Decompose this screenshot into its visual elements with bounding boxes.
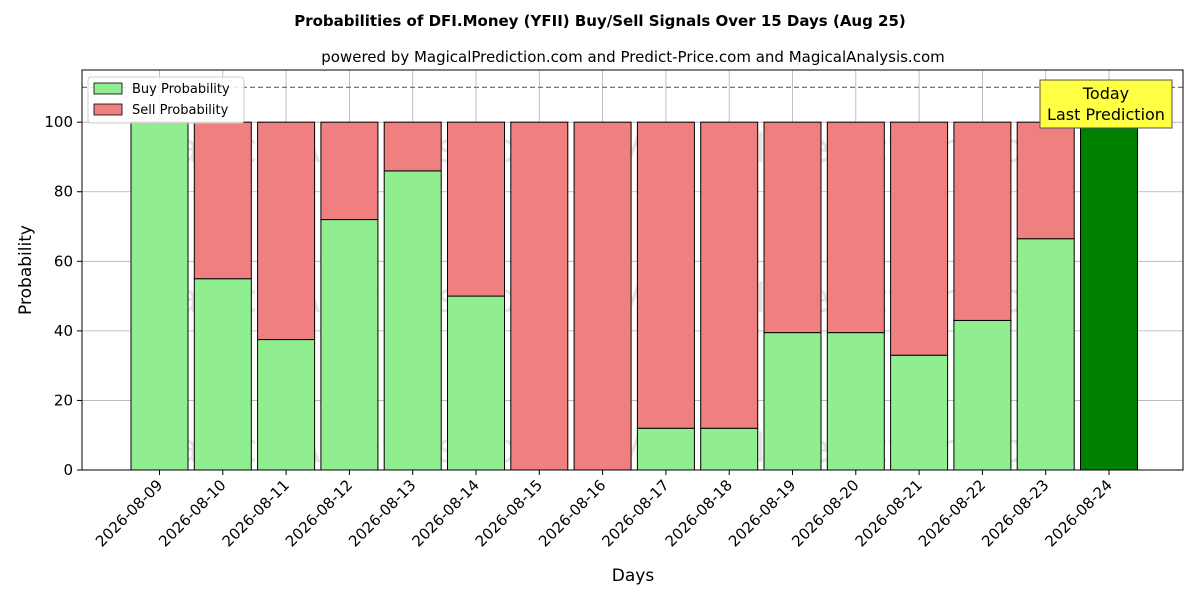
x-tick-label: 2026-08-23 [978,476,1052,550]
bar-buy-2026-08-21 [890,354,949,471]
x-tick-label: 2026-08-15 [472,476,546,550]
bar-sell-2026-08-10 [193,121,252,280]
bar-sell-2026-08-12 [320,121,379,221]
x-tick-label: 2026-08-22 [915,476,989,550]
bar-buy-2026-08-10 [193,278,252,471]
x-tick-label: 2026-08-10 [155,476,229,550]
x-tick-label: 2026-08-09 [92,476,166,550]
y-tick-label: 0 [63,461,73,479]
bar-buy-2026-08-22 [953,319,1012,471]
bar-sell-2026-08-14 [447,121,505,297]
bar-buy-2026-08-09 [130,121,189,471]
bar-sell-2026-08-16 [573,121,632,471]
x-tick-label: 2026-08-24 [1041,476,1115,550]
x-axis: 2026-08-092026-08-102026-08-112026-08-12… [92,470,1116,550]
bar-buy-2026-08-18 [700,427,759,471]
legend-label-sell: Sell Probability [132,103,229,118]
x-tick-label: 2026-08-14 [408,476,482,550]
y-tick-label: 100 [44,113,73,131]
legend-box [87,76,245,124]
bar-buy-2026-08-11 [257,339,316,471]
chart-title: Probabilities of DFI.Money (YFII) Buy/Se… [294,12,906,30]
bar-buy-2026-08-12 [320,219,379,471]
bar-buy-2026-08-23 [1016,238,1075,471]
y-axis-label: Probability [16,225,36,315]
y-axis: 0 20 40 60 80 100 [44,113,82,479]
bar-sell-2026-08-18 [700,121,759,429]
bar-sell-2026-08-11 [257,121,316,341]
bar-layer [130,121,1138,471]
bar-sell-2026-08-22 [953,121,1012,321]
bar-buy-2026-08-14 [447,295,505,471]
x-tick-label: 2026-08-12 [282,476,356,550]
x-tick-label: 2026-08-18 [662,476,736,550]
x-tick-label: 2026-08-11 [219,476,293,550]
x-axis-label: Days [612,566,655,586]
x-tick-label: 2026-08-13 [345,476,419,550]
y-tick-label: 80 [54,183,73,201]
bar-buy-2026-08-19 [763,332,822,471]
annotation-box [1039,79,1173,129]
bar-sell-2026-08-20 [826,121,885,334]
legend: Buy Probability Sell Probability [87,76,245,124]
y-tick-label: 20 [54,391,73,409]
bar-buy-2026-08-17 [636,427,695,471]
legend-label-buy: Buy Probability [132,82,230,97]
legend-swatch-buy [93,82,123,95]
x-tick-label: 2026-08-19 [725,476,799,550]
bar-sell-2026-08-21 [890,121,949,356]
y-tick-label: 40 [54,322,73,340]
annotation-line-today: Today [1082,84,1129,103]
bar-buy-2026-08-13 [383,170,442,471]
x-tick-label: 2026-08-20 [788,476,862,550]
y-tick-label: 60 [54,252,73,270]
today-annotation: Today Last Prediction [1039,79,1173,129]
bar-sell-2026-08-13 [383,121,442,172]
legend-swatch-sell [93,103,123,116]
bar-sell-2026-08-19 [763,121,822,334]
annotation-line-last-prediction: Last Prediction [1047,105,1165,124]
x-tick-label: 2026-08-17 [598,476,672,550]
bar-buy-2026-08-24 [1080,121,1138,471]
x-tick-label: 2026-08-16 [535,476,609,550]
chart-subtitle: powered by MagicalPrediction.com and Pre… [321,48,945,66]
x-tick-label: 2026-08-21 [852,476,926,550]
bar-sell-2026-08-17 [636,121,695,429]
plot-frame [81,69,1184,471]
bar-sell-2026-08-23 [1016,121,1075,240]
bar-sell-2026-08-15 [510,121,569,471]
bar-buy-2026-08-20 [826,332,885,471]
